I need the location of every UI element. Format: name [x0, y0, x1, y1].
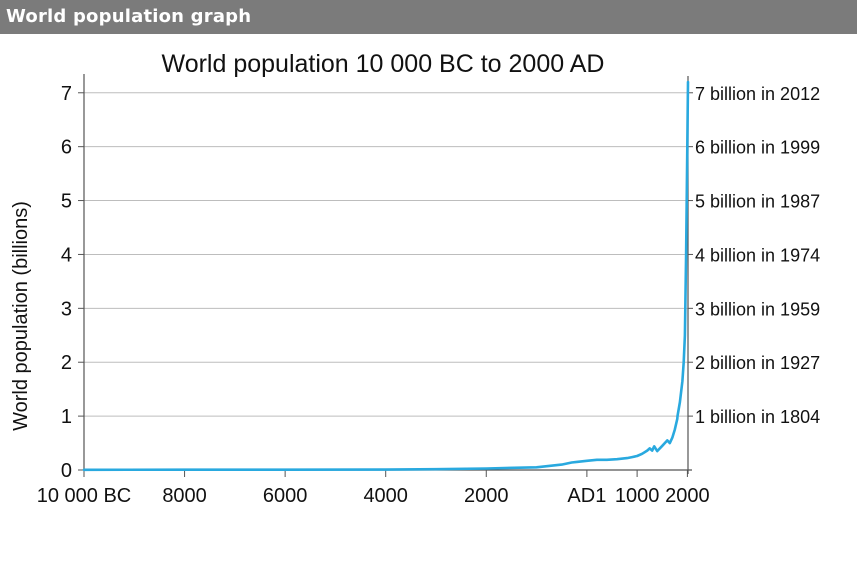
milestone-label: 4 billion in 1974 [695, 245, 820, 265]
x-tick-label: 1000 [615, 485, 660, 507]
milestone-label: 2 billion in 1927 [695, 353, 820, 373]
population-chart: World population 10 000 BC to 2000 AD Wo… [10, 50, 820, 507]
chart-title: World population 10 000 BC to 2000 AD [162, 50, 605, 78]
y-tick-label: 0 [61, 460, 72, 482]
y-tick-label: 6 [61, 137, 72, 159]
x-tick-label: 2000 [665, 485, 710, 507]
y-tick-label: 7 [61, 83, 72, 105]
y-tick-label: 3 [61, 298, 72, 320]
milestone-label: 5 billion in 1987 [695, 192, 820, 212]
y-tick-label: 2 [61, 352, 72, 374]
milestone-label: 3 billion in 1959 [695, 299, 820, 319]
x-tick-label: 6000 [263, 485, 308, 507]
y-tick-label: 5 [61, 191, 72, 213]
header-bar: World population graph [0, 0, 857, 34]
x-tick-label: 4000 [363, 485, 408, 507]
y-tick-label: 1 [61, 406, 72, 428]
milestone-label: 6 billion in 1999 [695, 138, 820, 158]
series-layer [82, 80, 690, 472]
x-tick-label: 10 000 BC [37, 485, 132, 507]
x-tick-label: AD1 [567, 485, 606, 507]
milestone-label: 7 billion in 2012 [695, 84, 820, 104]
labels: 0 1 2 3 4 5 6 7 10 000 BC 8000 6000 4000 2000 AD1 1000… [37, 83, 820, 507]
x-tick-label: 2000 [464, 485, 509, 507]
grid-lines [84, 92, 688, 417]
y-tick-label: 4 [61, 244, 72, 266]
header-title: World population graph [6, 6, 252, 27]
y-axis-label: World population (billions) [10, 201, 32, 431]
population-series-line [82, 80, 690, 472]
milestone-label: 1 billion in 1804 [695, 407, 820, 427]
x-tick-label: 8000 [162, 485, 207, 507]
